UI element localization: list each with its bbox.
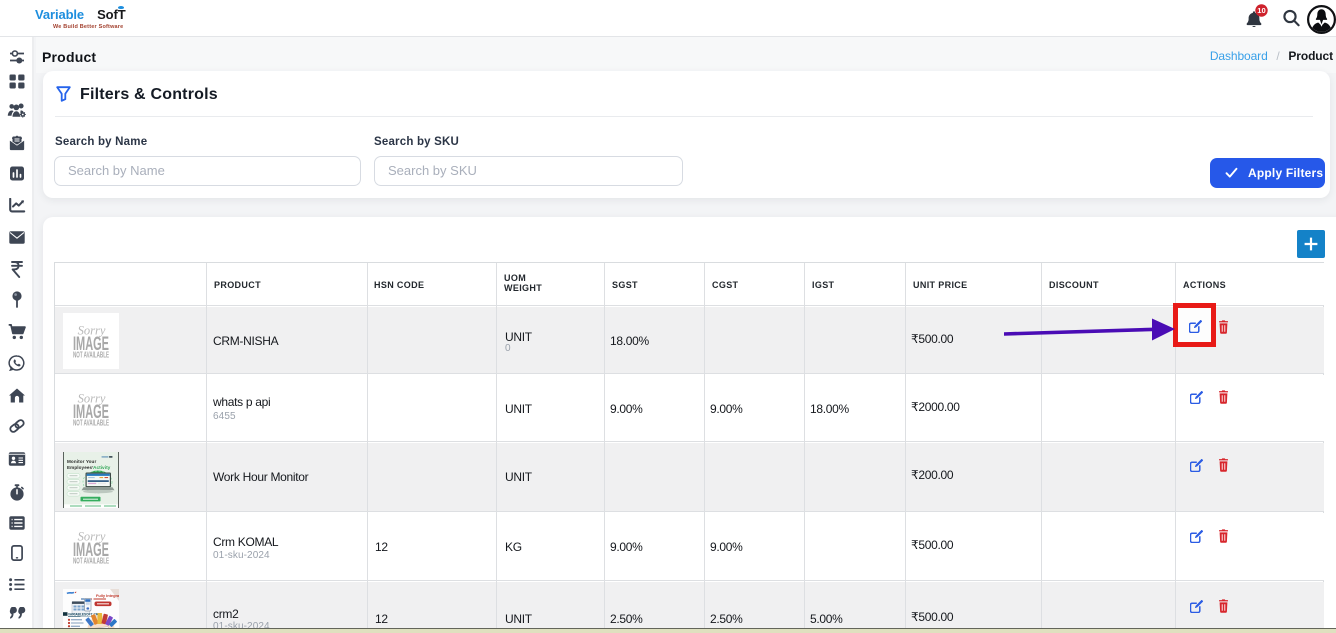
- svg-text:10: 10: [1257, 6, 1265, 15]
